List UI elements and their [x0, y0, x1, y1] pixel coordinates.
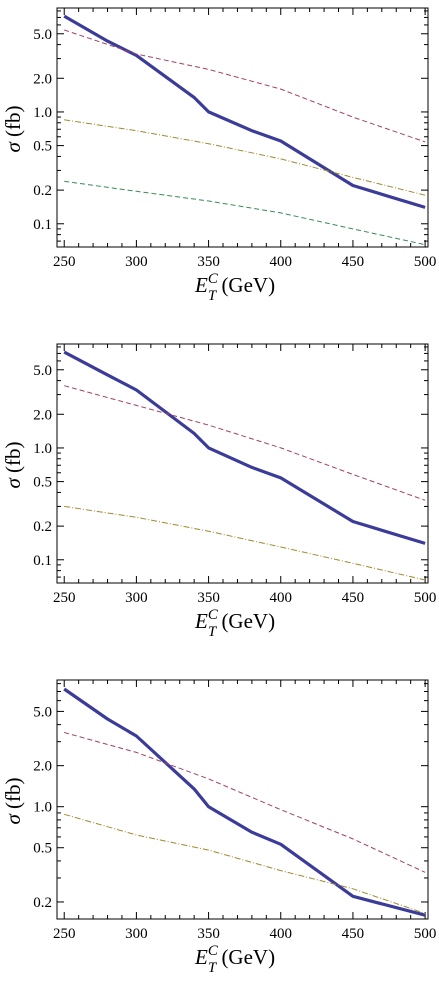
y-tick-label: 2.0 [33, 759, 52, 775]
x-tick-label: 400 [270, 590, 293, 606]
y-tick-label: 2.0 [33, 407, 52, 423]
y-tick-label: 0.2 [33, 519, 52, 535]
y-axis-label: σ (fb) [1, 105, 25, 152]
plot-frame [56, 7, 429, 248]
svg-text:σ (fb): σ (fb) [1, 105, 25, 152]
y-tick-label: 5.0 [33, 27, 52, 43]
x-axis-subscript: T [208, 960, 218, 976]
y-tick-label: 1.0 [33, 105, 52, 121]
y-tick-label: 5.0 [33, 704, 52, 720]
x-tick-label: 450 [342, 254, 365, 270]
y-tick-label: 0.1 [33, 553, 52, 569]
x-axis-subscript: T [208, 288, 218, 304]
y-tick-label: 2.0 [33, 71, 52, 87]
x-axis-superscript: C [208, 943, 219, 959]
series-group [63, 350, 426, 581]
x-tick-label: 500 [414, 254, 437, 270]
x-tick-label: 250 [53, 254, 76, 270]
y-axis-symbol: σ [1, 477, 25, 489]
x-tick-label: 500 [414, 590, 437, 606]
y-tick-label: 0.5 [33, 841, 52, 857]
y-axis-symbol: σ [1, 813, 25, 825]
x-tick-label: 300 [125, 254, 148, 270]
series-line-3 [64, 505, 426, 581]
x-axis-symbol: E [194, 609, 208, 633]
x-tick-label: 450 [342, 590, 365, 606]
x-axis-unit: (GeV) [216, 273, 275, 297]
plot-frame [56, 679, 429, 920]
plot-frame [56, 343, 429, 584]
x-axis-unit: (GeV) [216, 945, 275, 969]
x-tick-label: 450 [342, 926, 365, 942]
y-axis-symbol: σ [1, 141, 25, 153]
series-line-2 [64, 732, 426, 873]
x-axis-label: EC T (GeV) [194, 943, 275, 976]
y-tick-label: 1.0 [33, 800, 52, 816]
x-axis-superscript: C [208, 607, 219, 623]
x-tick-label: 400 [270, 926, 293, 942]
svg-text:σ (fb): σ (fb) [1, 441, 25, 488]
series-line-4 [64, 180, 426, 246]
y-tick-label: 0.5 [33, 139, 52, 155]
svg-text:σ (fb): σ (fb) [1, 777, 25, 824]
x-axis-symbol: E [194, 945, 208, 969]
y-axis-unit: (fb) [1, 441, 25, 478]
series-line-1 [63, 350, 426, 545]
x-tick-label: 250 [53, 926, 76, 942]
series-group [63, 687, 426, 917]
x-axis-label: EC T (GeV) [194, 607, 275, 640]
y-axis-unit: (fb) [1, 777, 25, 814]
x-tick-label: 350 [197, 590, 220, 606]
series-line-2 [64, 385, 426, 501]
x-axis-superscript: C [208, 271, 219, 287]
series-line-2 [64, 29, 426, 143]
y-axis-label: σ (fb) [1, 777, 25, 824]
x-axis-symbol: E [194, 273, 208, 297]
x-tick-label: 400 [270, 254, 293, 270]
x-tick-label: 350 [197, 254, 220, 270]
x-tick-label: 500 [414, 926, 437, 942]
x-tick-label: 300 [125, 590, 148, 606]
y-tick-label: 0.2 [33, 183, 52, 199]
y-tick-label: 5.0 [33, 363, 52, 379]
y-tick-label: 0.2 [33, 895, 52, 911]
y-tick-label: 0.5 [33, 475, 52, 491]
series-line-3 [64, 813, 426, 914]
chart-panel-3: σ (fb) EC T (GeV) 250 300 350 400 450 500 0.2 0.… [1, 679, 437, 976]
chart-panel-2: σ (fb) EC T (GeV) 250 300 350 400 450 500 0.1 0.… [1, 343, 437, 640]
x-tick-label: 250 [53, 590, 76, 606]
y-tick-label: 1.0 [33, 441, 52, 457]
series-line-1 [63, 14, 426, 209]
x-axis-label: EC T (GeV) [194, 271, 275, 304]
x-tick-label: 350 [197, 926, 220, 942]
series-line-1 [63, 687, 426, 917]
y-axis-label: σ (fb) [1, 441, 25, 488]
series-line-3 [64, 119, 426, 196]
y-axis-unit: (fb) [1, 105, 25, 142]
x-tick-label: 300 [125, 926, 148, 942]
x-axis-unit: (GeV) [216, 609, 275, 633]
series-group [63, 14, 426, 246]
x-axis-subscript: T [208, 624, 218, 640]
chart-panel-1: σ (fb) EC T (GeV) 250 300 350 400 450 500 0.1 0.… [1, 7, 437, 304]
y-tick-label: 0.1 [33, 217, 52, 233]
